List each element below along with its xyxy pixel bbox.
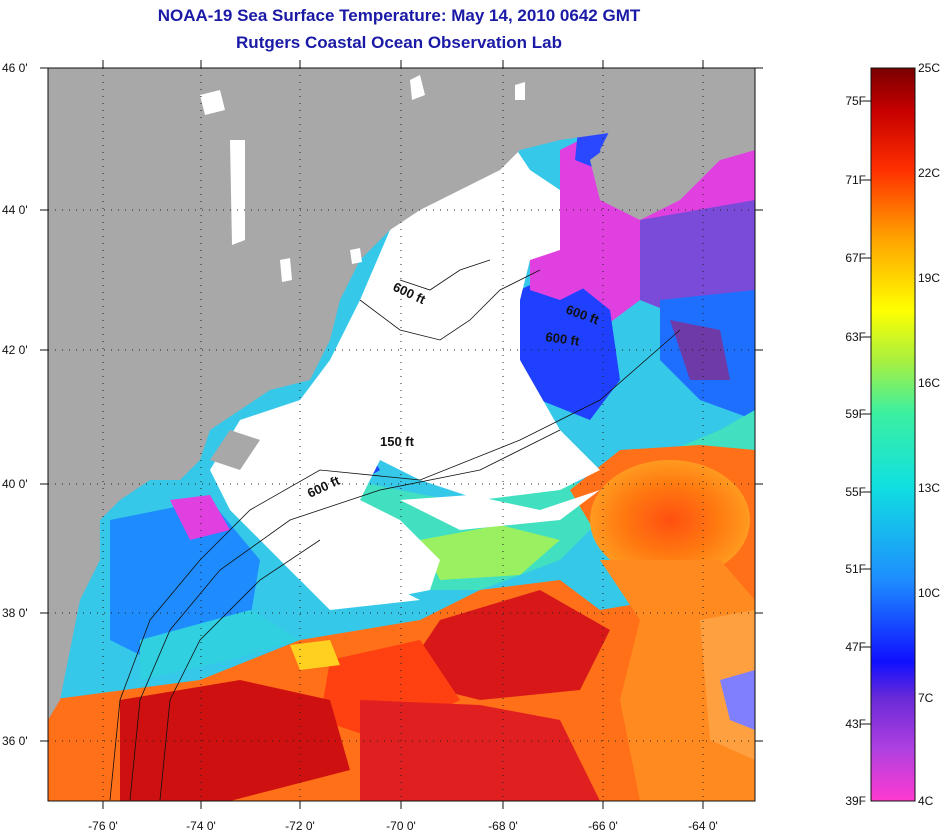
- lon-label: -76 0': [88, 819, 118, 833]
- colorbar-f-label: 67F: [845, 251, 866, 265]
- colorbar-c-label: 16C: [918, 376, 940, 390]
- colorbar-f-label: 55F: [845, 485, 866, 499]
- colorbar-c-label: 4C: [918, 794, 934, 808]
- colorbar: 75F 71F 67F 63F 59F 55F 51F 47F 43F 39F …: [845, 61, 940, 808]
- longitude-labels: -76 0' -74 0' -72 0' -70 0' -68 0' -66 0…: [88, 819, 718, 833]
- lon-label: -66 0': [588, 819, 618, 833]
- lon-label: -72 0': [285, 819, 315, 833]
- lon-label: -74 0': [186, 819, 216, 833]
- colorbar-f-label: 43F: [845, 717, 866, 731]
- latitude-labels: 46 0' 44 0' 42 0' 40 0' 38 0' 36 0': [2, 61, 28, 748]
- colorbar-f-label: 51F: [845, 562, 866, 576]
- colorbar-f-label: 59F: [845, 407, 866, 421]
- colorbar-c-label: 13C: [918, 481, 940, 495]
- cloud-cover: [210, 140, 600, 600]
- lon-label: -68 0': [488, 819, 518, 833]
- depth-label: 600 ft: [545, 329, 581, 349]
- depth-label: 150 ft: [380, 434, 415, 449]
- colorbar-gradient: [870, 67, 916, 802]
- colorbar-c-label: 7C: [918, 691, 934, 705]
- colorbar-c-label: 25C: [918, 61, 940, 75]
- lat-label: 38 0': [2, 606, 28, 620]
- colorbar-f-label: 47F: [845, 640, 866, 654]
- land-north-america: [48, 68, 755, 720]
- map-subtitle: Rutgers Coastal Ocean Observation Lab: [236, 33, 562, 52]
- colorbar-c-label: 22C: [918, 166, 940, 180]
- lat-label: 44 0': [2, 203, 28, 217]
- axis-ticks: [40, 60, 763, 809]
- colorbar-f-label: 63F: [845, 330, 866, 344]
- colorbar-f-label: 39F: [845, 794, 866, 808]
- map-title: NOAA-19 Sea Surface Temperature: May 14,…: [157, 6, 641, 25]
- lat-label: 42 0': [2, 343, 28, 357]
- lon-label: -64 0': [688, 819, 718, 833]
- colorbar-f-label: 71F: [845, 173, 866, 187]
- depth-contours: [109, 259, 681, 801]
- colorbar-c-label: 10C: [918, 586, 940, 600]
- lon-label: -70 0': [386, 819, 416, 833]
- colorbar-f-label: 75F: [845, 94, 866, 108]
- sst-map: 600 ft 600 ft 600 ft 150 ft 600 ft: [48, 68, 755, 801]
- lat-label: 40 0': [2, 477, 28, 491]
- colorbar-c-label: 19C: [918, 271, 940, 285]
- lat-label: 36 0': [2, 734, 28, 748]
- lat-label: 46 0': [2, 61, 28, 75]
